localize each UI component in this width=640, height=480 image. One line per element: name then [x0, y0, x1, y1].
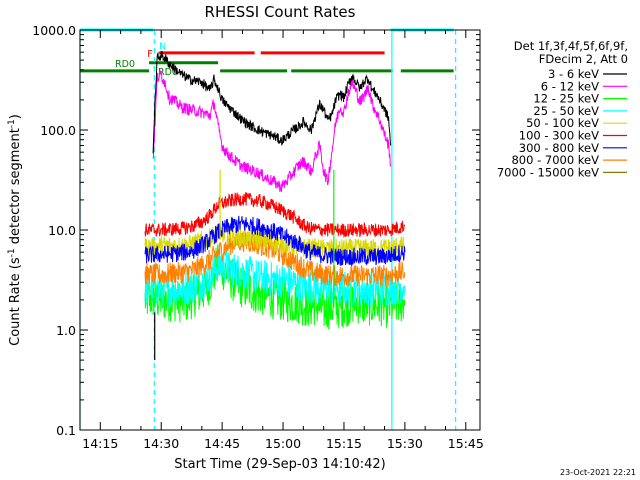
legend-label-2: 12 - 25 keV — [533, 92, 599, 106]
x-tick-label-6: 14:45 — [204, 436, 240, 451]
legend-label-7: 800 - 7000 keV — [511, 153, 599, 167]
state-label-1: F — [147, 49, 152, 60]
x-tick-label-0: 14:15 — [82, 436, 118, 451]
state-label-5: RD0 — [158, 67, 178, 78]
series-line-3-6-keV — [152, 51, 392, 154]
series-line-100-300-keV — [144, 192, 406, 239]
y-tick-label-2: 10.0 — [48, 223, 76, 238]
y-tick-label-4: 1000.0 — [32, 23, 76, 38]
legend-label-0: 3 - 6 keV — [548, 67, 599, 81]
state-label-2: RD0 — [115, 59, 135, 70]
y-tick-label-0: 0.1 — [56, 423, 76, 438]
legend-label-8: 7000 - 15000 keV — [497, 165, 599, 179]
x-axis-label: Start Time (29-Sep-03 14:10:42) — [174, 457, 385, 472]
footer-date: 23-Oct-2021 22:21 — [560, 468, 636, 477]
legend-header-line-1: Det 1f,3f,4f,5f,6f,9f, — [514, 39, 628, 53]
state-label-4: N — [159, 41, 166, 52]
legend-label-1: 6 - 12 keV — [541, 79, 599, 93]
x-tick-label-12: 15:15 — [326, 436, 362, 451]
legend-header-line-2: FDecim 2, Att 0 — [539, 52, 628, 66]
x-tick-label-18: 15:45 — [448, 436, 484, 451]
x-tick-label-15: 15:30 — [387, 436, 423, 451]
legend-label-5: 100 - 300 keV — [519, 129, 599, 143]
series-layer — [144, 51, 406, 361]
x-tick-label-3: 14:30 — [143, 436, 179, 451]
axis-layer: 0.1 1.0 10.0 100.0 1000.0 14:15 14:30 14:45 15:0… — [32, 23, 484, 451]
y-tick-label-3: 100.0 — [40, 123, 76, 138]
x-tick-label-9: 15:00 — [265, 436, 301, 451]
series-line-25-50-keV — [144, 247, 406, 308]
legend: Det 1f,3f,4f,5f,6f,9f, FDecim 2, Att 0 3… — [497, 39, 628, 179]
legend-label-3: 25 - 50 keV — [533, 104, 599, 118]
legend-label-4: 50 - 100 keV — [526, 116, 599, 130]
chart-title: RHESSI Count Rates — [205, 3, 356, 21]
legend-label-6: 300 - 800 keV — [519, 141, 599, 155]
series-line-300-800-keV — [144, 215, 406, 266]
y-axis-label: Count Rate (s-1 detector segment-1) — [7, 114, 23, 346]
y-tick-label-1: 1.0 — [56, 323, 76, 338]
